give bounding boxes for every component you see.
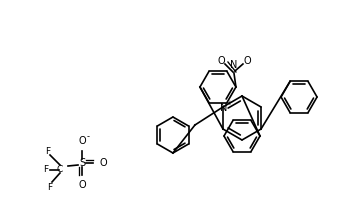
Text: O: O	[217, 56, 225, 66]
Text: C: C	[57, 166, 63, 175]
Text: O: O	[78, 136, 86, 146]
Text: -: -	[87, 133, 89, 141]
Text: O: O	[243, 56, 251, 66]
Text: F: F	[43, 166, 48, 175]
Text: F: F	[47, 183, 52, 192]
Text: F: F	[46, 147, 51, 156]
Text: +: +	[226, 100, 232, 106]
Text: N: N	[230, 60, 238, 70]
Text: O: O	[78, 180, 86, 190]
Text: O: O	[99, 158, 107, 168]
Text: N: N	[220, 103, 228, 113]
Text: S: S	[79, 158, 85, 168]
